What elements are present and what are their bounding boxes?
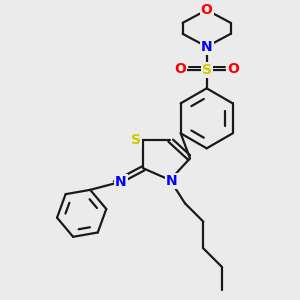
Text: N: N (201, 40, 212, 54)
Text: S: S (131, 133, 141, 147)
Text: S: S (202, 63, 212, 77)
Text: O: O (201, 3, 213, 17)
Text: O: O (174, 62, 186, 76)
Text: N: N (115, 175, 127, 189)
Text: N: N (166, 174, 178, 188)
Text: O: O (227, 62, 239, 76)
